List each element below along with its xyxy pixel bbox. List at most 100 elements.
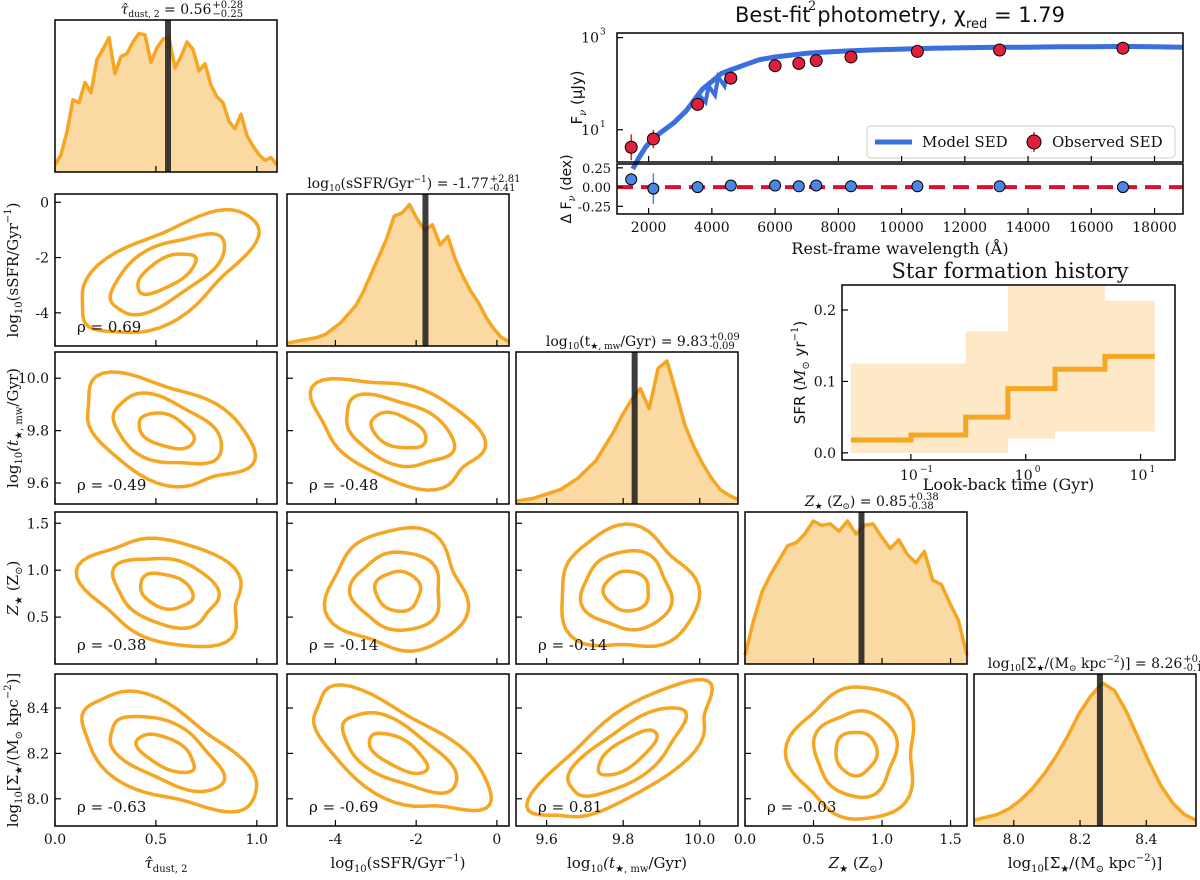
contour-frame	[515, 673, 739, 827]
contour-group	[85, 370, 258, 489]
observed-point	[993, 43, 1007, 57]
hist-title-upper-z: +0.38	[908, 492, 939, 503]
hist-fill-sigma	[974, 683, 1196, 826]
x-axis-ssfr: -4 -2 0 log10(sSFR/Gyr−1)	[329, 340, 501, 875]
contour-level-2	[110, 556, 221, 630]
sfh-step-line	[850, 353, 1155, 443]
sed-x-label: Rest-frame wavelength (Å)	[791, 238, 1008, 258]
hist-title-sigma: log10[Σ★/(M⊙ kpc−2)] = 8.26	[988, 655, 1183, 674]
observed-point	[910, 44, 924, 58]
x-axis-tau: 0.0 0.5 1.0 τ̂dust, 2	[44, 166, 268, 875]
residual-point	[792, 180, 805, 193]
sfh-uncertainty-band	[1055, 285, 1105, 432]
hist-frame-sigma	[973, 673, 1197, 827]
contour-level-1	[369, 410, 428, 450]
x-tick-label: 8.0	[1003, 832, 1025, 848]
x-tick-label: 1.0	[871, 832, 893, 848]
sfh-x-tick-exp: 0	[1035, 465, 1041, 475]
x-axis-label-sigma: log10[Σ★/(M⊙ kpc−2)]	[1008, 853, 1163, 875]
contour-frame	[515, 511, 739, 665]
sed-legend: Model SED Observed SED	[866, 125, 1176, 159]
sed-x-tick-label: 16000	[1069, 220, 1114, 236]
x-tick-label: 0	[492, 832, 501, 848]
residual-frame	[616, 163, 1184, 215]
contour-group	[783, 685, 916, 821]
contour-panel-sigma-ssfr: ρ = -0.69	[286, 673, 510, 827]
y-tick-label: 9.8	[27, 424, 49, 440]
residual-point	[724, 179, 737, 192]
y-tick-label: 0	[40, 195, 49, 211]
contour-frame	[744, 673, 968, 827]
sed-x-tick-label: 10000	[879, 220, 924, 236]
contour-level-2	[347, 550, 441, 632]
contour-group	[322, 525, 471, 653]
contour-level-3	[308, 377, 488, 492]
hist-fill-tmw	[516, 361, 738, 504]
sed-y-tick-exp: 1	[600, 120, 606, 130]
model-sed-line	[630, 43, 1184, 171]
correlation-label: ρ = -0.49	[77, 476, 146, 494]
contour-level-3	[783, 685, 916, 821]
hist-title-z: Z★ (Z⊙) = 0.85	[804, 494, 907, 512]
hist-title-tau: τ̂dust, 2 = 0.56	[121, 2, 212, 20]
sfh-title: Star formation history	[892, 259, 1129, 283]
residual-marker	[792, 180, 805, 193]
y-tick-label: 8.0	[27, 792, 49, 808]
x-axis-label-z: Z★ (Z⊙)	[828, 854, 884, 875]
contour-frame	[54, 351, 278, 505]
x-tick-label: 8.2	[1069, 832, 1091, 848]
contour-level-3	[80, 207, 261, 335]
sfh-x-tick-exp: −1	[920, 465, 933, 475]
contour-group	[524, 677, 715, 819]
residual-point	[844, 180, 857, 193]
sed-y-tick-exp: 3	[600, 28, 606, 38]
hist-title-lower-z: -0.38	[908, 501, 934, 512]
contour-group	[308, 377, 488, 492]
sfh-y-label: SFR (M⊙ yr−1)	[790, 321, 812, 424]
hist-panel-sigma: log10[Σ★/(M⊙ kpc−2)] = 8.26+0.09-0.14	[973, 654, 1200, 827]
contour-group	[560, 522, 702, 649]
x-axis-z: 0.0 0.5 1.0 1.5 Z★ (Z⊙)	[734, 658, 962, 875]
contour-level-1	[137, 411, 197, 451]
contour-group	[311, 683, 493, 813]
legend-model-label: Model SED	[922, 133, 1008, 151]
y-axis-label-ssfr: log10(sSFR/Gyr−1)	[3, 203, 25, 338]
x-tick-label: 8.4	[1135, 832, 1157, 848]
sed-x-tick-label: 12000	[943, 220, 988, 236]
contour-frame	[54, 673, 278, 827]
observed-point	[724, 71, 738, 85]
contour-level-1	[136, 252, 198, 297]
correlation-label: ρ = 0.69	[77, 318, 141, 336]
y-tick-label: 1.5	[27, 516, 49, 532]
x-tick-label: 0.0	[734, 832, 756, 848]
observed-marker	[724, 71, 738, 85]
sed-y-tick-label: 10	[581, 31, 599, 47]
contour-level-3	[524, 677, 715, 819]
x-axis-label-ssfr: log10(sSFR/Gyr−1)	[331, 853, 466, 875]
hist-frame-tau	[54, 19, 278, 173]
contour-frame	[54, 193, 278, 347]
contour-level-3	[74, 536, 243, 649]
correlation-label: ρ = 0.81	[538, 798, 602, 816]
residual-marker	[1116, 181, 1129, 194]
y-axis-label-sigma: log10[Σ★/(M⊙ kpc−2)]	[3, 673, 25, 828]
hist-title-lower-ssfr: -0.41	[490, 183, 516, 194]
correlation-label: ρ = -0.03	[767, 798, 836, 816]
residual-point	[691, 181, 704, 194]
residual-marker	[769, 179, 782, 192]
contour-panel-z-tau: ρ = -0.38	[54, 511, 278, 665]
observed-point	[624, 134, 638, 161]
residual-y-tick-label: 0.25	[582, 162, 611, 177]
hist-line-z	[743, 519, 969, 656]
contour-level-3	[322, 525, 471, 653]
sed-x-tick-label: 18000	[1132, 220, 1177, 236]
hist-title-lower-tmw: -0.09	[709, 341, 735, 352]
hist-panel-tmw: log10(t★, mw/Gyr) = 9.83 +0.09-0.09	[515, 332, 740, 505]
corner-plot: τ̂dust, 2 = 0.56 +0.28−0.25log10(sSFR/Gyr…	[3, 0, 1200, 875]
observed-point	[768, 59, 782, 73]
y-tick-label: 8.2	[27, 746, 49, 762]
x-tick-label: -2	[409, 832, 423, 848]
